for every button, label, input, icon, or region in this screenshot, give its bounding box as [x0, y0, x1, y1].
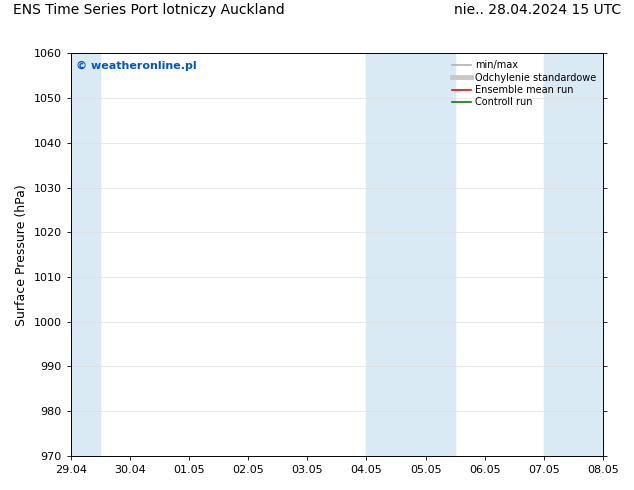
Bar: [71, 53, 100, 456]
Y-axis label: Surface Pressure (hPa): Surface Pressure (hPa): [15, 184, 28, 325]
Bar: [544, 53, 634, 456]
Text: ENS Time Series Port lotniczy Auckland: ENS Time Series Port lotniczy Auckland: [13, 2, 285, 17]
Text: nie.. 28.04.2024 15 UTC: nie.. 28.04.2024 15 UTC: [454, 2, 621, 17]
Bar: [366, 53, 455, 456]
Text: © weatheronline.pl: © weatheronline.pl: [76, 61, 197, 72]
Legend: min/max, Odchylenie standardowe, Ensemble mean run, Controll run: min/max, Odchylenie standardowe, Ensembl…: [450, 58, 598, 109]
